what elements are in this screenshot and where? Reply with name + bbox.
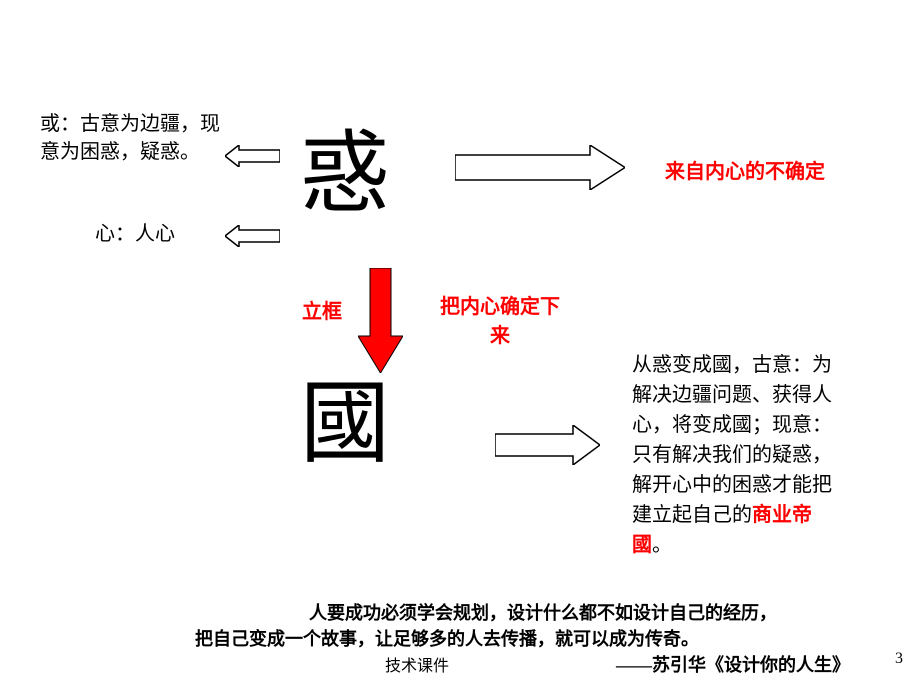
- page-number: 3: [895, 650, 903, 668]
- footer-author: ——苏引华《设计你的人生》: [195, 652, 855, 678]
- arrow-down-red: [358, 268, 403, 373]
- char-guo: 國: [300, 380, 390, 470]
- footer-line2: 把自己变成一个故事，让足够多的人去传播，就可以成为传奇。: [195, 626, 855, 652]
- explanation-prefix: 从惑变成國，古意：为解决边疆问题、获得人心，将变成國；现意：只有解决我们的疑惑，…: [632, 354, 832, 526]
- label-xin: 心：人心: [95, 220, 175, 248]
- arrow-top-left: [225, 145, 280, 167]
- footer-quote: 人要成功必须学会规划，设计什么都不如设计自己的经历， 把自己变成一个故事，让足够…: [195, 600, 855, 678]
- label-huo: 或：古意为边疆，现意为困惑，疑惑。: [40, 110, 230, 166]
- label-likuang: 立框: [302, 295, 342, 324]
- explanation-suffix: 。: [652, 534, 672, 556]
- label-uncertainty: 来自内心的不确定: [660, 155, 830, 184]
- footer-watermark: 技术课件: [385, 652, 449, 676]
- explanation-block: 从惑变成國，古意：为解决边疆问题、获得人心，将变成國；现意：只有解决我们的疑惑，…: [632, 350, 847, 560]
- footer-line1: 人要成功必须学会规划，设计什么都不如设计自己的经历，: [195, 600, 855, 626]
- arrow-bottom-right: [495, 425, 600, 465]
- arrow-top-right: [455, 145, 625, 190]
- arrow-mid-left: [225, 225, 280, 247]
- label-certainty: 把内心确定下来: [440, 290, 560, 348]
- char-huo: 惑: [300, 130, 390, 220]
